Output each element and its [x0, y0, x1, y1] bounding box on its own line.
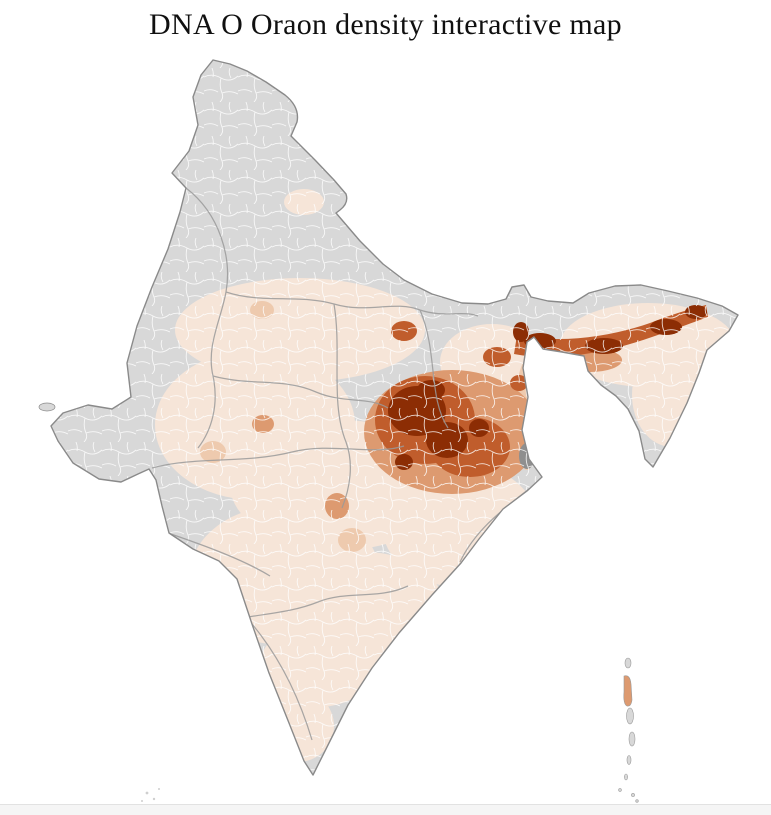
andaman-nicobar-islands[interactable] [618, 657, 639, 803]
landmass[interactable] [0, 40, 771, 810]
india-outline [50, 59, 739, 776]
lakshadweep-islands[interactable] [141, 788, 160, 802]
middle-andaman-colored[interactable] [623, 675, 633, 707]
horizontal-scrollbar[interactable] [0, 804, 771, 815]
district-borders [51, 60, 738, 775]
kutch-west-islet[interactable] [38, 402, 56, 412]
page-title: DNA O Oraon density interactive map [149, 8, 622, 41]
